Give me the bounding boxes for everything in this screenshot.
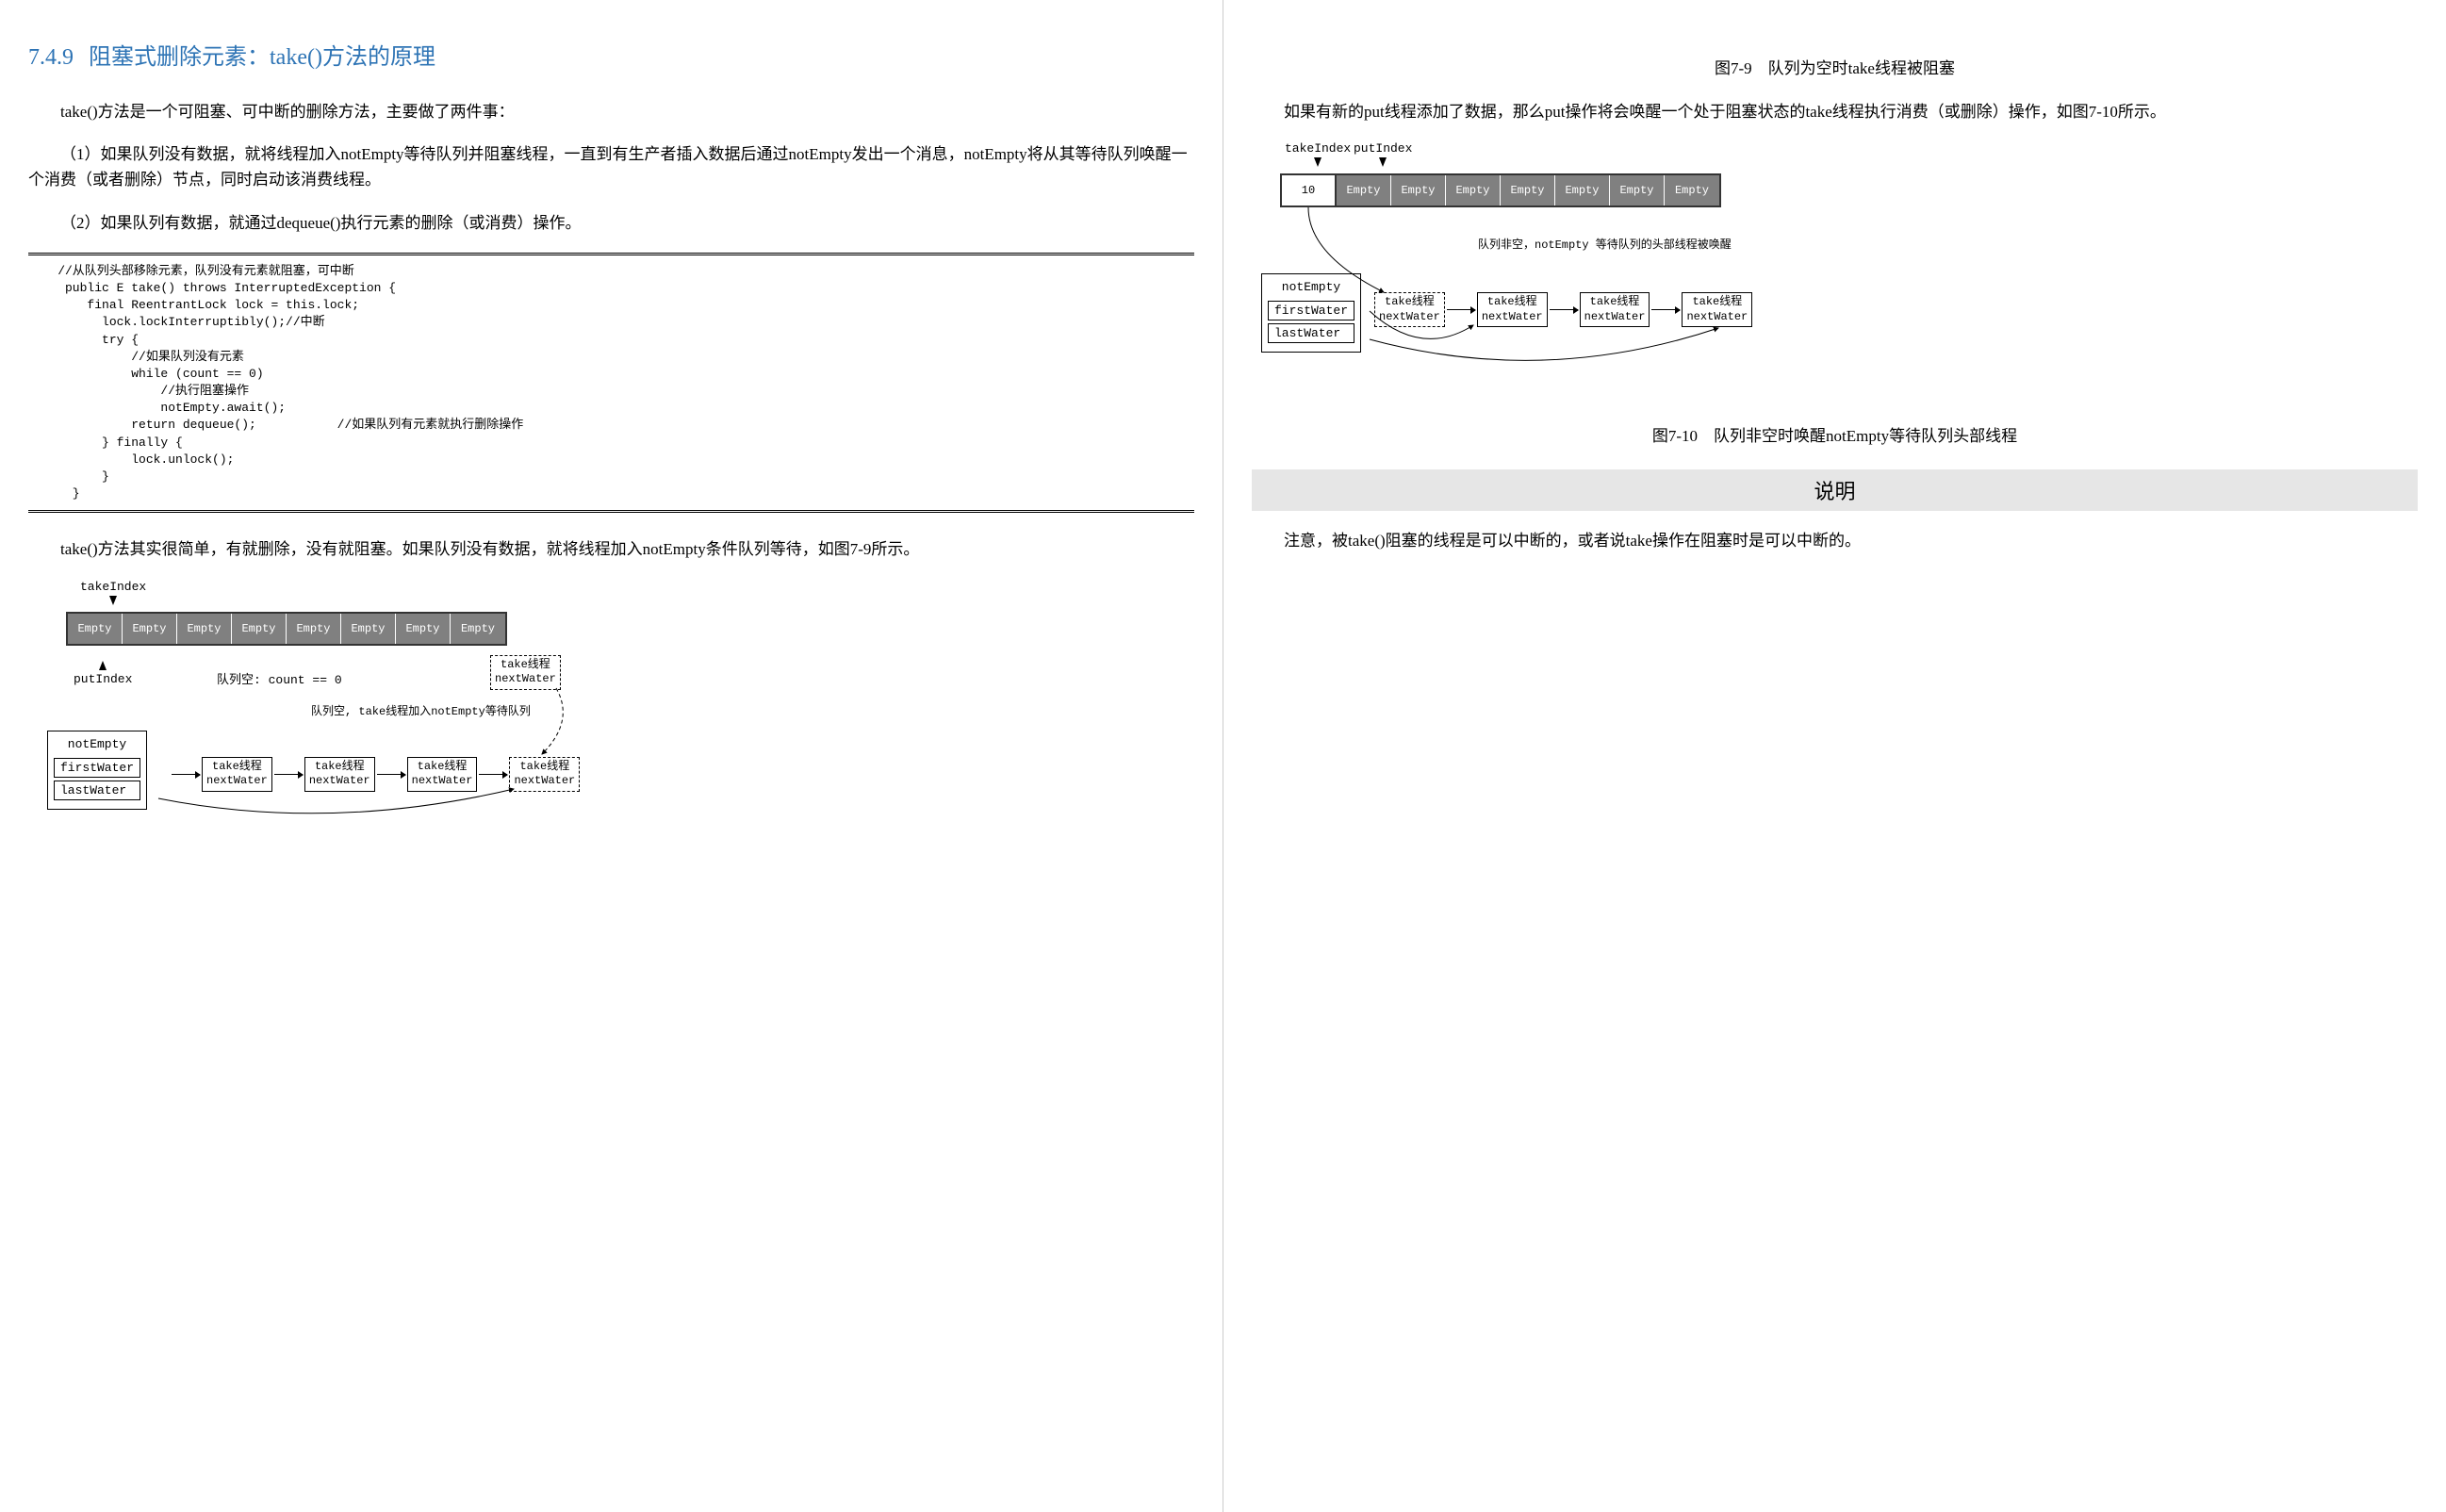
arrow-right-icon	[274, 774, 303, 775]
queue-cell: Empty	[1665, 175, 1719, 205]
putindex-label: putIndex	[74, 661, 132, 686]
arrow-right-icon	[377, 774, 405, 775]
thread-node: take线程nextWater	[1682, 292, 1752, 327]
paragraph-4: take()方法其实很简单，有就删除，没有就阻塞。如果队列没有数据，就将线程加入…	[28, 536, 1194, 562]
paragraph-2: （1）如果队列没有数据，就将线程加入notEmpty等待队列并阻塞线程，一直到有…	[28, 141, 1194, 192]
queue-cell: Empty	[177, 614, 232, 644]
figure-7-9: takeIndex Empty Empty Empty Empty Empty …	[47, 580, 1194, 834]
putindex-text: putIndex	[74, 672, 132, 686]
lastwater-label: lastWater	[54, 781, 140, 800]
takeindex-text: takeIndex	[80, 580, 146, 594]
wake-note: 队列非空，notEmpty 等待队列的头部线程被唤醒	[1478, 236, 1732, 252]
arrow-right-icon	[479, 774, 507, 775]
arrow-right-icon	[1550, 309, 1578, 310]
putindex-text: putIndex	[1354, 141, 1412, 156]
note-header: 说明	[1252, 469, 2418, 511]
notempty-box: notEmpty firstWater lastWater	[47, 731, 147, 810]
left-page: 7.4.9 阻塞式删除元素：take()方法的原理 take()方法是一个可阻塞…	[0, 0, 1223, 1512]
section-number: 7.4.9	[28, 45, 74, 70]
paragraph-1: take()方法是一个可阻塞、可中断的删除方法，主要做了两件事：	[28, 99, 1194, 124]
new-thread-box: take线程 nextWater	[490, 655, 561, 690]
firstwater-label: firstWater	[1268, 301, 1354, 320]
queue-cell: Empty	[232, 614, 287, 644]
arrow-down-icon	[1354, 157, 1412, 167]
takeindex-text: takeIndex	[1285, 141, 1351, 156]
thread-chain: take线程nextWater take线程nextWater take线程ne…	[170, 757, 580, 792]
queue-cell: Empty	[287, 614, 341, 644]
arrow-down-icon	[1285, 157, 1351, 167]
figure-7-9-caption: 图7-9 队列为空时take线程被阻塞	[1252, 55, 2418, 78]
thread-node: take线程nextWater	[1477, 292, 1548, 327]
paragraph-3: （2）如果队列有数据，就通过dequeue()执行元素的删除（或消费）操作。	[28, 210, 1194, 236]
queue-cell: Empty	[1337, 175, 1391, 205]
queue-cell: Empty	[68, 614, 123, 644]
putindex-label: putIndex	[1354, 141, 1412, 167]
notempty-label: notEmpty	[1268, 280, 1354, 298]
thread-chain: take线程nextWater take线程nextWater take线程ne…	[1374, 292, 1752, 327]
arrow-right-icon	[1447, 309, 1475, 310]
thread-node: take线程nextWater	[1580, 292, 1650, 327]
queue-cell: Empty	[1610, 175, 1665, 205]
arrow-right-icon	[1651, 309, 1680, 310]
queue-cell: Empty	[1446, 175, 1501, 205]
join-note: 队列空, take线程加入notEmpty等待队列	[311, 702, 531, 718]
queue-cell: Empty	[341, 614, 396, 644]
queue-cells: Empty Empty Empty Empty Empty Empty Empt…	[66, 612, 507, 646]
queue-cell: Empty	[1391, 175, 1446, 205]
notempty-box: notEmpty firstWater lastWater	[1261, 273, 1361, 353]
queue-cell: Empty	[123, 614, 177, 644]
code-block: //从队列头部移除元素，队列没有元素就阻塞，可中断 public E take(…	[28, 253, 1194, 514]
right-page: 图7-9 队列为空时take线程被阻塞 如果有新的put线程添加了数据，那么pu…	[1223, 0, 2446, 1512]
thread-node: take线程nextWater	[202, 757, 272, 792]
queue-cell: Empty	[396, 614, 451, 644]
new-thread-label: take线程	[495, 658, 556, 673]
thread-node-dashed: take线程nextWater	[509, 757, 580, 792]
notempty-label: notEmpty	[54, 737, 140, 755]
queue-cell-value: 10	[1282, 175, 1337, 205]
arrow-up-icon	[99, 661, 107, 670]
thread-node-dashed: take线程nextWater	[1374, 292, 1445, 327]
note-paragraph: 注意，被take()阻塞的线程是可以中断的，或者说take操作在阻塞时是可以中断…	[1252, 528, 2418, 553]
new-thread-next: nextWater	[495, 672, 556, 687]
figure-7-10-caption: 图7-10 队列非空时唤醒notEmpty等待队列头部线程	[1252, 422, 2418, 446]
section-title: 阻塞式删除元素：take()方法的原理	[89, 45, 435, 70]
thread-node: take线程nextWater	[304, 757, 375, 792]
takeindex-label: takeIndex	[1285, 141, 1351, 167]
queue-cell: Empty	[1555, 175, 1610, 205]
section-heading: 7.4.9 阻塞式删除元素：take()方法的原理	[28, 38, 1194, 71]
queue-cell: Empty	[451, 614, 505, 644]
arrow-down-icon	[80, 596, 146, 605]
figure-7-10: takeIndex putIndex 10 Empty Empty Empty …	[1261, 141, 2418, 405]
count-note: 队列空: count == 0	[217, 669, 342, 687]
arrow-right-icon	[172, 774, 200, 775]
queue-cells: 10 Empty Empty Empty Empty Empty Empty E…	[1280, 173, 1721, 207]
queue-cell: Empty	[1501, 175, 1555, 205]
firstwater-label: firstWater	[54, 758, 140, 778]
right-paragraph-1: 如果有新的put线程添加了数据，那么put操作将会唤醒一个处于阻塞状态的take…	[1252, 99, 2418, 124]
lastwater-label: lastWater	[1268, 323, 1354, 343]
thread-node: take线程nextWater	[407, 757, 478, 792]
takeindex-label: takeIndex	[80, 580, 146, 605]
